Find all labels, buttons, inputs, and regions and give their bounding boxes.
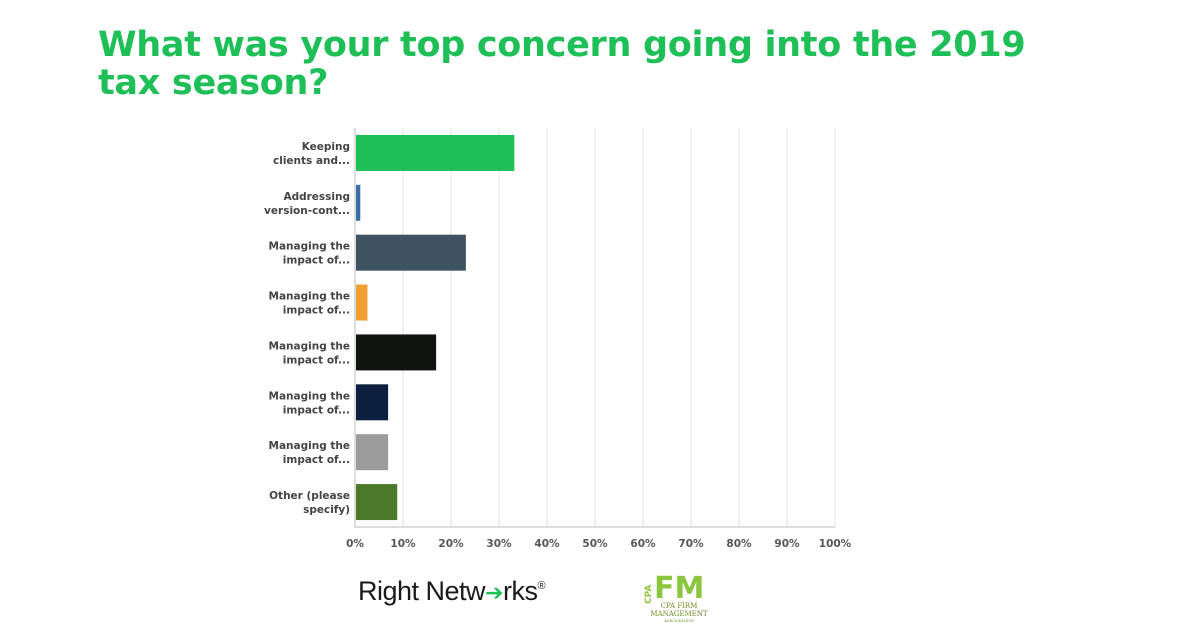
category-label: Managing the impact of... xyxy=(269,241,350,267)
cpa-firm-management-logo: CPA FM CPA FIRM MANAGEMENT ASSOCIATION xyxy=(644,571,708,623)
category-label: Keeping clients and... xyxy=(273,141,350,167)
bar[interactable] xyxy=(356,334,437,371)
registered-mark: ® xyxy=(537,580,546,592)
cpa-side-text: CPA xyxy=(644,585,654,604)
x-tick-label: 30% xyxy=(486,538,512,550)
arrow-o-icon: ➔ xyxy=(485,580,503,605)
category-label: Addressing version-cont... xyxy=(264,191,350,217)
x-tick-label: 90% xyxy=(774,538,800,550)
right-networks-logo: Right Netw➔rks® xyxy=(358,576,546,607)
x-tick-label: 20% xyxy=(438,538,464,550)
x-tick-label: 40% xyxy=(534,538,560,550)
category-label: Managing the impact of... xyxy=(269,340,350,366)
x-tick-label: 0% xyxy=(346,538,364,550)
grid-lines xyxy=(354,128,836,528)
category-label: Managing the impact of... xyxy=(269,291,350,317)
category-labels: Keeping clients and... Addressing version-c… xyxy=(264,141,350,516)
fm-letters: FM xyxy=(654,571,704,606)
bar[interactable] xyxy=(356,384,389,421)
category-label: Other (please specify) xyxy=(269,490,350,516)
logo-line-2: MANAGEMENT xyxy=(650,610,708,618)
x-axis-ticks: 0% 10% 20% 30% 40% 50% 60% 70% 80% 90% 100% xyxy=(346,538,852,550)
bar[interactable] xyxy=(356,484,398,521)
bars xyxy=(356,134,515,521)
x-tick-label: 10% xyxy=(390,538,416,550)
logo-line-3: ASSOCIATION xyxy=(663,618,694,623)
logo-text-part: Right Netw xyxy=(358,576,486,606)
x-tick-label: 100% xyxy=(819,538,852,550)
bar[interactable] xyxy=(356,134,515,171)
category-label: Managing the impact of... xyxy=(269,440,350,466)
chart-title: What was your top concern going into the… xyxy=(98,25,1026,103)
x-tick-label: 80% xyxy=(726,538,752,550)
x-tick-label: 50% xyxy=(582,538,608,550)
bar[interactable] xyxy=(356,434,389,471)
x-tick-label: 70% xyxy=(678,538,704,550)
bar[interactable] xyxy=(356,184,361,221)
bar[interactable] xyxy=(356,284,368,321)
category-label: Managing the impact of... xyxy=(269,390,350,416)
logo-line-1: CPA FIRM xyxy=(661,602,698,610)
x-tick-label: 60% xyxy=(630,538,656,550)
bar[interactable] xyxy=(356,234,466,271)
logo-text-part: rks xyxy=(502,576,538,606)
